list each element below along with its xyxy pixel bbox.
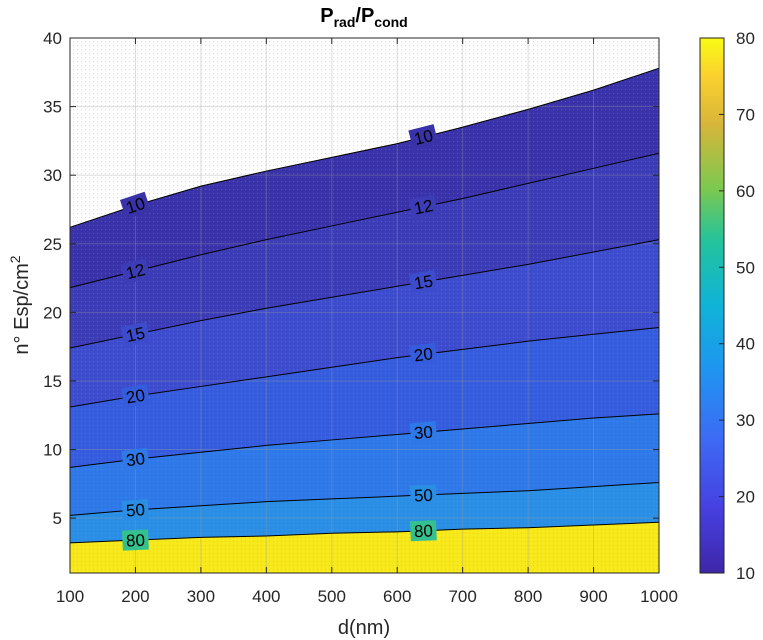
y-tick-label: 40 bbox=[43, 29, 62, 48]
contour-line-20 bbox=[69, 326, 660, 408]
x-axis-ticks: 100 200 300 400 500 600 700 800 900 1000 bbox=[56, 38, 678, 606]
contour-label-bg bbox=[120, 384, 150, 409]
contour-label-50: 50 bbox=[409, 484, 437, 506]
contour-label-30: 30 bbox=[409, 421, 438, 444]
contour-label-bg bbox=[120, 321, 151, 347]
contour-label-bg bbox=[409, 520, 437, 542]
contour-label-12: 12 bbox=[408, 194, 439, 220]
colorbar-tick-label: 20 bbox=[736, 488, 755, 507]
contour-label-20: 20 bbox=[409, 342, 438, 366]
contour-label-text: 30 bbox=[413, 422, 433, 443]
x-tick-label: 300 bbox=[187, 587, 215, 606]
y-tick-label: 25 bbox=[43, 235, 62, 254]
contour-label-80: 80 bbox=[409, 520, 437, 542]
y-tick-label: 5 bbox=[53, 509, 62, 528]
contour-label-12: 12 bbox=[120, 258, 151, 285]
contour-line-12 bbox=[69, 152, 660, 289]
colorbar-tick-label: 30 bbox=[736, 411, 755, 430]
x-tick-label: 100 bbox=[56, 587, 84, 606]
contour-label-30: 30 bbox=[121, 447, 150, 471]
y-tick-label: 35 bbox=[43, 98, 62, 117]
plot-frame bbox=[69, 37, 660, 574]
contour-label-50: 50 bbox=[121, 498, 150, 521]
colorbar-tick-label: 50 bbox=[736, 258, 755, 277]
contour-label-10: 10 bbox=[408, 124, 439, 150]
contour-label-bg bbox=[121, 498, 150, 521]
contour-label-bg bbox=[408, 194, 439, 220]
contour-labels: 10 10 12 12 15 15 20 20 30 30 50 50 80 80 bbox=[119, 124, 439, 551]
colorbar-tick-label: 40 bbox=[736, 335, 755, 354]
contour-label-text: 30 bbox=[125, 449, 146, 470]
contour-label-bg bbox=[408, 269, 438, 294]
contour-label-bg bbox=[120, 258, 151, 285]
y-tick-label: 10 bbox=[43, 441, 62, 460]
contour-label-10: 10 bbox=[119, 191, 151, 219]
y-tick-label: 15 bbox=[43, 372, 62, 391]
contour-label-text: 20 bbox=[413, 344, 434, 365]
contour-label-bg bbox=[409, 342, 438, 366]
contour-label-bg bbox=[121, 447, 150, 471]
contour-label-text: 50 bbox=[125, 500, 145, 521]
contour-label-bg bbox=[408, 124, 439, 150]
y-tick-label: 20 bbox=[43, 303, 62, 322]
contour-label-text: 12 bbox=[412, 196, 434, 218]
contour-label-text: 50 bbox=[414, 486, 434, 506]
contour-label-text: 10 bbox=[412, 126, 435, 149]
contour-label-bg bbox=[409, 421, 438, 444]
x-tick-label: 800 bbox=[514, 587, 542, 606]
x-tick-label: 600 bbox=[383, 587, 411, 606]
x-tick-label: 900 bbox=[579, 587, 607, 606]
contour-line-10 bbox=[69, 67, 660, 228]
contour-label-text: 15 bbox=[124, 324, 146, 346]
contour-label-text: 10 bbox=[124, 194, 148, 218]
contour-label-text: 12 bbox=[124, 260, 147, 283]
colorbar-tick-label: 80 bbox=[736, 29, 755, 48]
colorbar: 10 20 30 40 50 60 70 80 bbox=[699, 29, 755, 583]
contour-label-text: 20 bbox=[125, 386, 147, 408]
contour-label-15: 15 bbox=[120, 321, 151, 347]
contour-label-bg bbox=[409, 484, 437, 506]
x-tick-label: 400 bbox=[252, 587, 280, 606]
chart-title: Prad/Pcond bbox=[320, 5, 408, 30]
colorbar-tick-label: 70 bbox=[736, 105, 755, 124]
contour-lines bbox=[69, 67, 660, 544]
contour-label-bg bbox=[119, 191, 151, 219]
contour-label-text: 15 bbox=[413, 271, 435, 293]
colorbar-tick-label: 60 bbox=[736, 182, 755, 201]
dot-overlay bbox=[70, 38, 659, 573]
plot-area: 10 10 12 12 15 15 20 20 30 30 50 50 80 80 bbox=[69, 37, 660, 574]
y-axis-ticks: 5 10 15 20 25 30 35 40 bbox=[43, 29, 659, 528]
contour-label-bg bbox=[122, 529, 149, 551]
y-axis-label: n° Esp/cm2 bbox=[7, 255, 33, 354]
contour-line-50 bbox=[69, 481, 660, 516]
colorbar-gradient bbox=[699, 37, 725, 574]
contour-line-30 bbox=[69, 413, 660, 468]
contour-label-text: 80 bbox=[414, 521, 434, 541]
contour-label-text: 80 bbox=[126, 531, 146, 551]
x-tick-label: 500 bbox=[318, 587, 346, 606]
colorbar-tick-label: 10 bbox=[736, 564, 755, 583]
x-axis-label: d(nm) bbox=[338, 617, 390, 639]
contour-label-15: 15 bbox=[408, 269, 438, 294]
y-tick-label: 30 bbox=[43, 166, 62, 185]
x-tick-label: 1000 bbox=[640, 587, 678, 606]
contour-label-80: 80 bbox=[122, 529, 149, 551]
x-tick-label: 700 bbox=[448, 587, 476, 606]
contour-line-15 bbox=[69, 239, 660, 349]
colorbar-ticks: 10 20 30 40 50 60 70 80 bbox=[719, 29, 755, 583]
contour-label-20: 20 bbox=[120, 384, 150, 409]
x-tick-label: 200 bbox=[121, 587, 149, 606]
contour-line-80 bbox=[69, 521, 660, 544]
